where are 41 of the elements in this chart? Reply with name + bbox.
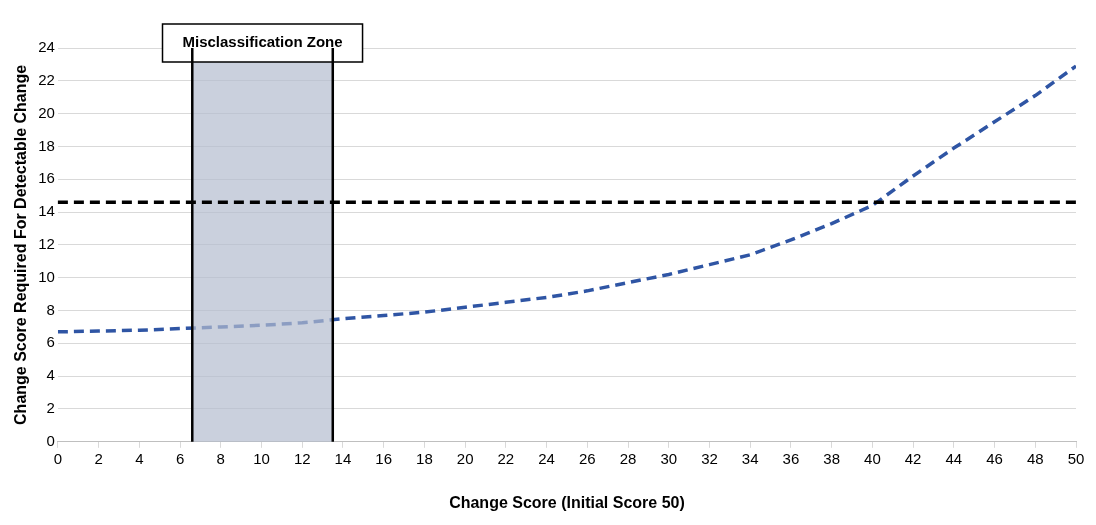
- x-axis-title: Change Score (Initial Score 50): [449, 493, 685, 511]
- y-tick-label: 12: [38, 235, 55, 253]
- y-tick-label: 6: [46, 333, 55, 351]
- x-tick-label: 24: [538, 449, 555, 467]
- x-tick-label: 46: [986, 449, 1003, 467]
- x-tick-label: 48: [1026, 449, 1044, 467]
- y-tick-label: 20: [38, 103, 55, 121]
- x-tick-label: 28: [619, 449, 637, 467]
- y-tick-label: 8: [46, 300, 55, 318]
- y-tick-label: 0: [46, 431, 55, 449]
- y-axis-title: Change Score Required For Detectable Change: [12, 64, 30, 425]
- x-tick-label: 32: [701, 449, 718, 467]
- x-tick-label: 8: [216, 449, 225, 467]
- x-tick-label: 10: [253, 449, 270, 467]
- x-tick-label: 30: [660, 449, 678, 467]
- x-tick-label: 4: [135, 449, 144, 467]
- y-tick-label: 10: [38, 267, 55, 285]
- y-tick-label: 14: [38, 202, 55, 220]
- x-tick-label: 34: [741, 449, 759, 467]
- x-tick-label: 44: [945, 449, 963, 467]
- x-tick-label: 14: [334, 449, 352, 467]
- y-tick-label: 2: [46, 399, 55, 417]
- x-tick-label: 40: [864, 449, 881, 467]
- y-tick-label: 4: [46, 366, 55, 384]
- x-tick-label: 42: [904, 449, 922, 467]
- y-tick-label: 22: [38, 70, 55, 88]
- y-tick-label: 18: [38, 136, 55, 154]
- x-tick-label: 50: [1067, 449, 1085, 467]
- x-tick-label: 36: [782, 449, 800, 467]
- y-tick-label: 24: [38, 38, 55, 56]
- x-tick-label: 12: [293, 449, 311, 467]
- x-tick-label: 2: [94, 449, 103, 467]
- band-label: Misclassification Zone: [182, 33, 343, 51]
- y-tick-label: 16: [38, 169, 55, 187]
- x-tick-label: 20: [456, 449, 474, 467]
- x-tick-label: 18: [416, 449, 433, 467]
- x-tick-label: 16: [375, 449, 393, 467]
- x-tick-label: 38: [823, 449, 840, 467]
- x-tick-label: 22: [497, 449, 515, 467]
- x-tick-label: 26: [578, 449, 596, 467]
- x-tick-label: 6: [175, 449, 185, 467]
